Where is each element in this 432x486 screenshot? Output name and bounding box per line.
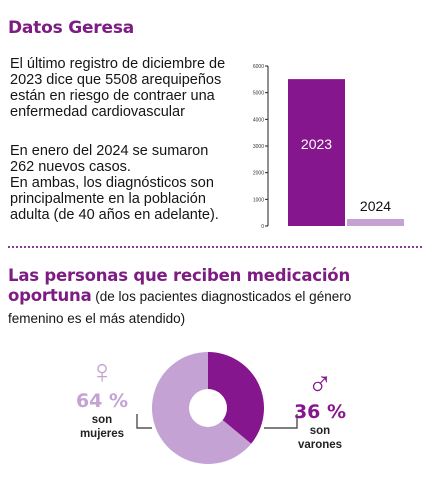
- section-title-datos-geresa: Datos Geresa: [8, 18, 135, 38]
- section-title-medicacion: Las personas que reciben medicación opor…: [8, 266, 428, 307]
- legend-male: ♂ 36 % son varones: [285, 366, 355, 452]
- title-line-2: oportuna: [8, 286, 92, 305]
- paragraph-line: principalmente en la población: [10, 191, 206, 207]
- female-label-line1: son: [91, 414, 113, 426]
- female-label-line2: mujeres: [79, 428, 125, 440]
- y-tick-label: 0: [261, 224, 264, 230]
- bar-chart: 0 1000 2000 3000 4000 5000 6000 2023 2024: [253, 64, 404, 230]
- dotted-divider: [8, 246, 422, 248]
- y-tick-label: 4000: [253, 117, 264, 123]
- paragraph-enero-2024: En enero del 2024 se sumaron 262 nuevos …: [10, 143, 248, 223]
- slice-varones: [208, 352, 264, 444]
- y-tick-label: 6000: [253, 64, 264, 70]
- y-tick-label: 5000: [253, 91, 264, 97]
- donut-chart: [152, 352, 264, 464]
- y-tick-label: 3000: [253, 144, 264, 150]
- male-percent: 36 %: [293, 401, 347, 423]
- note-inline: (de los pacientes diagnosticados el géne…: [91, 289, 352, 304]
- paragraph-registro-2023: El último registro de diciembre de 2023 …: [10, 56, 226, 120]
- paragraph-line: En ambas, los diagnósticos son: [10, 175, 214, 191]
- male-label-line1: son: [309, 425, 331, 437]
- male-icon: ♂: [307, 364, 333, 402]
- bar-2023: [288, 79, 345, 227]
- donut-hole: [189, 389, 227, 427]
- title-line-1: Las personas que reciben medicación: [8, 266, 350, 285]
- female-icon: ♀: [89, 353, 115, 391]
- paragraph-line: 262 nuevos casos.: [10, 159, 131, 175]
- paragraph-line: adulta (de 40 años en adelante).: [10, 207, 219, 223]
- note-line-2: femenino es el más atendido): [8, 311, 186, 326]
- bar-label-2024: 2024: [360, 198, 391, 214]
- female-percent: 64 %: [75, 390, 129, 412]
- bar-2024: [347, 219, 404, 226]
- paragraph-line: En enero del 2024 se sumaron: [10, 143, 209, 159]
- legend-female: ♀ 64 % son mujeres: [67, 355, 137, 441]
- male-label-line2: varones: [297, 439, 343, 451]
- y-tick-label: 1000: [253, 197, 264, 203]
- bar-label-2023: 2023: [301, 136, 332, 152]
- y-tick-label: 2000: [253, 171, 264, 177]
